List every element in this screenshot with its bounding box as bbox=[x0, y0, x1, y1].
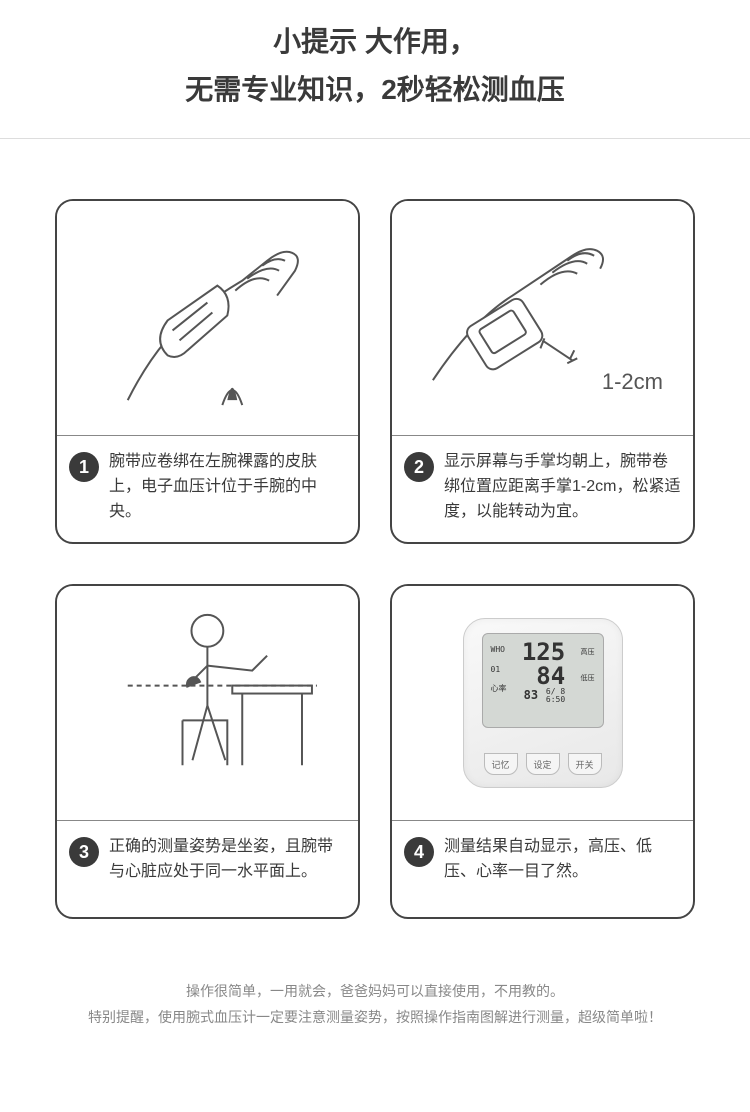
wrist-distance-icon bbox=[403, 201, 682, 435]
sys-label: 高压 bbox=[580, 640, 594, 665]
step-number: 2 bbox=[404, 452, 434, 482]
pulse: 83 bbox=[524, 688, 538, 702]
step-text: 正确的测量姿势是坐姿，且腕带与心脏应处于同一水平面上。 bbox=[109, 835, 346, 885]
systolic: 125 bbox=[522, 640, 565, 664]
step-2-caption: 2 显示屏幕与手掌均朝上，腕带卷绑位置应距离手掌1-2cm，松紧适度，以能转动为… bbox=[392, 436, 693, 542]
step-card-1: 1 腕带应卷绑在左腕裸露的皮肤上，电子血压计位于手腕的中央。 bbox=[55, 199, 360, 544]
sitting-posture-icon bbox=[68, 586, 347, 820]
step-text: 测量结果自动显示，高压、低压、心率一目了然。 bbox=[444, 835, 681, 885]
step-card-3: 3 正确的测量姿势是坐姿，且腕带与心脏应处于同一水平面上。 bbox=[55, 584, 360, 919]
step-number: 4 bbox=[404, 837, 434, 867]
title-line-1: 小提示 大作用， bbox=[0, 20, 750, 60]
steps-grid: 1 腕带应卷绑在左腕裸露的皮肤上，电子血压计位于手腕的中央。 1-2cm 2 显… bbox=[0, 139, 750, 969]
step-card-4: WHO 01 心率 125 84 83 6/ 8 6:50 bbox=[390, 584, 695, 919]
step-card-2: 1-2cm 2 显示屏幕与手掌均朝上，腕带卷绑位置应距离手掌1-2cm，松紧适度… bbox=[390, 199, 695, 544]
hr-label: 心率 bbox=[491, 679, 507, 698]
footer-line-2: 特别提醒，使用腕式血压计一定要注意测量姿势，按照操作指南图解进行测量，超级简单啦… bbox=[40, 1005, 710, 1030]
title-line-2: 无需专业知识，2秒轻松测血压 bbox=[0, 68, 750, 108]
step-3-illustration bbox=[57, 586, 358, 821]
step-1-illustration bbox=[57, 201, 358, 436]
step-text: 显示屏幕与手掌均朝上，腕带卷绑位置应距离手掌1-2cm，松紧适度，以能转动为宜。 bbox=[444, 450, 681, 524]
step-4-illustration: WHO 01 心率 125 84 83 6/ 8 6:50 bbox=[392, 586, 693, 821]
footer-line-1: 操作很简单，一用就会，爸爸妈妈可以直接使用，不用教的。 bbox=[40, 979, 710, 1004]
bp-monitor-device: WHO 01 心率 125 84 83 6/ 8 6:50 bbox=[463, 618, 623, 788]
mem-button: 记忆 bbox=[484, 753, 518, 775]
device-buttons: 记忆 设定 开关 bbox=[464, 753, 622, 775]
time: 6:50 bbox=[546, 695, 565, 704]
dimension-label: 1-2cm bbox=[602, 369, 663, 395]
page-header: 小提示 大作用， 无需专业知识，2秒轻松测血压 bbox=[0, 0, 750, 139]
device-screen: WHO 01 心率 125 84 83 6/ 8 6:50 bbox=[482, 633, 604, 728]
power-button: 开关 bbox=[568, 753, 602, 775]
footer-notes: 操作很简单，一用就会，爸爸妈妈可以直接使用，不用教的。 特别提醒，使用腕式血压计… bbox=[0, 969, 750, 1089]
step-number: 1 bbox=[69, 452, 99, 482]
step-3-caption: 3 正确的测量姿势是坐姿，且腕带与心脏应处于同一水平面上。 bbox=[57, 821, 358, 917]
who-label: WHO bbox=[491, 640, 507, 659]
wrist-wrap-icon bbox=[68, 201, 347, 435]
set-button: 设定 bbox=[526, 753, 560, 775]
mem-value: 01 bbox=[491, 660, 507, 679]
step-1-caption: 1 腕带应卷绑在左腕裸露的皮肤上，电子血压计位于手腕的中央。 bbox=[57, 436, 358, 542]
step-4-caption: 4 测量结果自动显示，高压、低压、心率一目了然。 bbox=[392, 821, 693, 917]
step-2-illustration: 1-2cm bbox=[392, 201, 693, 436]
diastolic: 84 bbox=[522, 664, 565, 688]
step-text: 腕带应卷绑在左腕裸露的皮肤上，电子血压计位于手腕的中央。 bbox=[109, 450, 346, 524]
dia-label: 低压 bbox=[580, 666, 594, 691]
step-number: 3 bbox=[69, 837, 99, 867]
